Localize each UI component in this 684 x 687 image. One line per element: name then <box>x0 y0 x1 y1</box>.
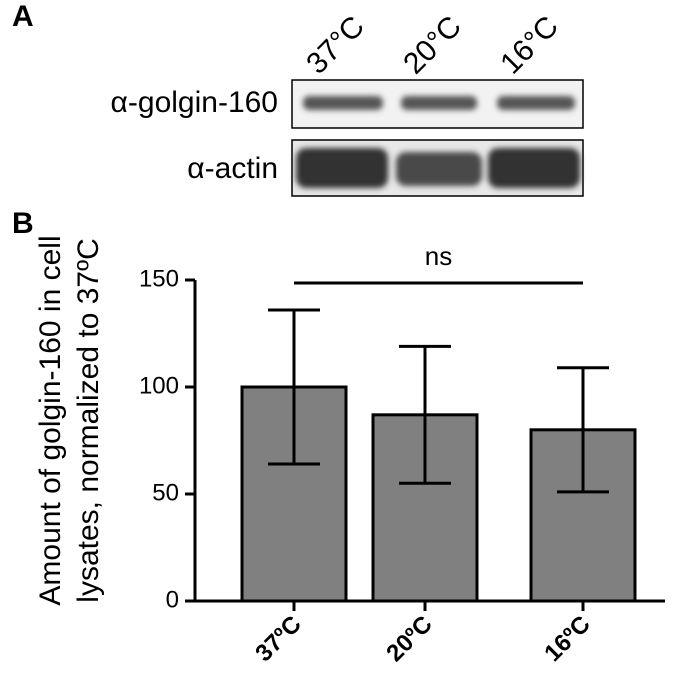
blot-row-label: α-golgin-160 <box>111 86 278 119</box>
panel-label: A <box>12 0 34 33</box>
blot-row-label: α-actin <box>187 152 278 185</box>
bands <box>296 96 580 188</box>
y-tick-label: 100 <box>139 372 179 399</box>
lane-label: 20°C <box>397 10 468 81</box>
x-tick-label: 16ºC <box>539 611 595 667</box>
y-axis-label: Amount of golgin-160 in cell <box>34 235 67 605</box>
x-tick-label: 37ºC <box>250 611 306 667</box>
y-tick-label: 150 <box>139 265 179 292</box>
y-tick-label: 0 <box>166 586 179 613</box>
bar <box>371 413 479 603</box>
significance-label: ns <box>425 241 452 271</box>
lane-label: 16°C <box>494 10 565 81</box>
y-axis-label: lysates, normalized to 37ºC <box>72 238 105 602</box>
lane-label: 37°C <box>300 10 371 81</box>
x-tick-label: 20ºC <box>381 611 437 667</box>
y-tick-label: 50 <box>152 479 179 506</box>
panel-label: B <box>12 207 34 240</box>
